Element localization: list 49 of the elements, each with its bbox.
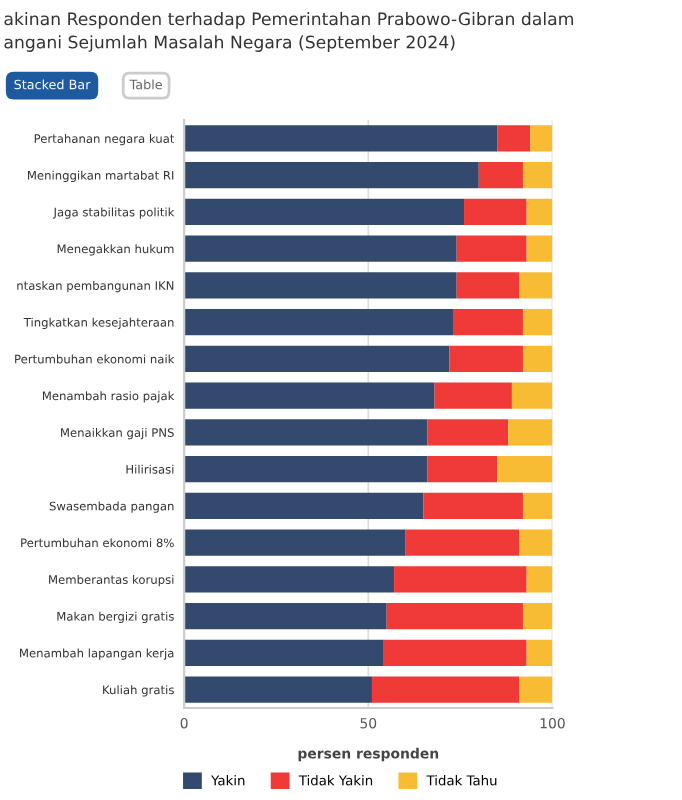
bar (371, 676, 520, 703)
bar (526, 639, 553, 667)
bar (434, 382, 512, 409)
bar (423, 492, 523, 520)
bar (184, 566, 395, 593)
bar (427, 455, 498, 483)
bar (386, 602, 523, 630)
bar (184, 602, 387, 630)
bar (184, 382, 435, 409)
bar (519, 529, 553, 556)
bar (452, 308, 523, 336)
bar (184, 235, 457, 262)
chart-title: akinan Responden terhadap Pemerintahan Prabowo-Gibran dalam angani Sejumlah Masalah Negara (September 2024) (4, 12, 573, 52)
bar (522, 161, 553, 189)
bar (184, 529, 406, 556)
bar (184, 676, 372, 703)
bar (519, 272, 553, 299)
bar (526, 566, 553, 593)
bar (383, 639, 527, 667)
bar (184, 161, 479, 189)
bar (184, 272, 457, 299)
bar (184, 419, 428, 446)
bar (405, 529, 520, 556)
bar (530, 125, 553, 152)
bar (184, 345, 450, 373)
bar (456, 272, 520, 299)
bar (478, 161, 523, 189)
bar (526, 198, 553, 226)
bar (522, 492, 553, 520)
bar (456, 235, 527, 262)
bar (394, 566, 527, 593)
bar (464, 198, 527, 226)
bar (497, 125, 531, 152)
bar (184, 125, 498, 152)
bar (522, 345, 553, 373)
bar (519, 676, 553, 703)
bar (184, 455, 428, 483)
bar (184, 639, 384, 667)
bar (522, 308, 553, 336)
bar (184, 308, 453, 336)
bar (508, 419, 553, 446)
bar (427, 419, 509, 446)
bar (497, 455, 553, 483)
bar (449, 345, 523, 373)
bar (184, 492, 424, 520)
bar (522, 602, 553, 630)
bar (511, 382, 553, 409)
bar (526, 235, 553, 262)
bar (184, 198, 465, 226)
